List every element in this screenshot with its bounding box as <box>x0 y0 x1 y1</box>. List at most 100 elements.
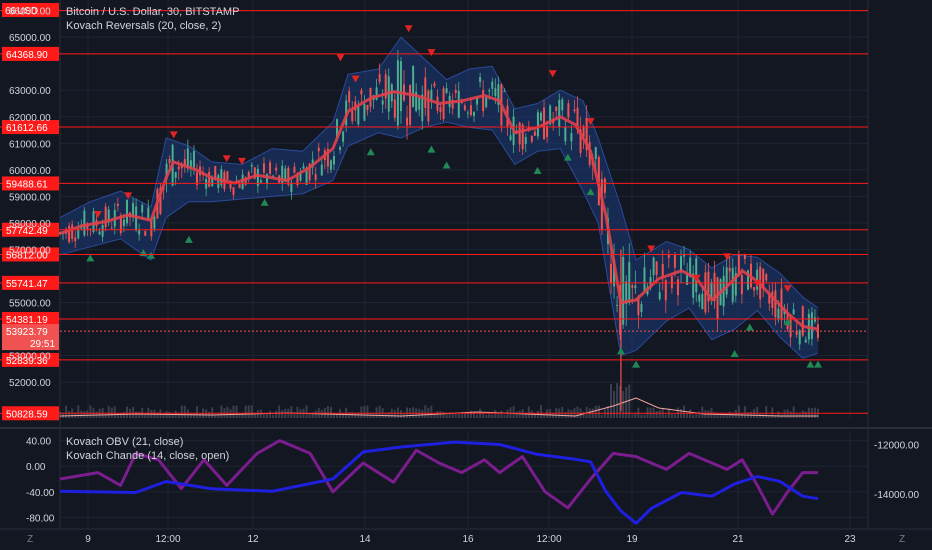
volume-bar <box>466 412 469 418</box>
time-tick: 14 <box>359 534 371 545</box>
level-label-bg <box>2 247 59 262</box>
reversal-signals <box>86 25 822 368</box>
candle-body <box>497 84 500 105</box>
level-label: 55741.47 <box>6 279 48 290</box>
level-label: 64368.90 <box>6 50 48 61</box>
volume-bar <box>631 414 634 418</box>
price-tick: 53000.00 <box>9 352 51 363</box>
candle-body <box>640 304 643 313</box>
candle-body <box>86 223 89 231</box>
candle-body <box>329 160 332 170</box>
candle-body <box>132 203 135 218</box>
volume-bar <box>616 383 619 418</box>
osc-right-tick: -12000.00 <box>874 441 919 452</box>
volume-bar <box>421 409 424 418</box>
volume-bar <box>676 407 679 418</box>
candle-body <box>421 94 424 122</box>
volume-bar <box>585 406 588 418</box>
candle-body <box>305 169 308 185</box>
candle-body <box>743 254 746 260</box>
candle-body <box>159 187 162 214</box>
candle-body <box>524 137 527 144</box>
candle-body <box>98 231 101 235</box>
candle-body <box>737 255 740 276</box>
sell-signal-icon <box>692 274 701 282</box>
candle-body <box>549 105 552 125</box>
volume-bar <box>366 405 369 418</box>
candle-body <box>378 74 381 82</box>
volume-bar <box>722 414 725 418</box>
price-tick: 52000.00 <box>9 378 51 389</box>
volume-bar <box>132 406 135 418</box>
volume-bar <box>241 412 244 418</box>
candle-body <box>655 261 658 275</box>
candle-body <box>570 133 573 142</box>
volume-bar <box>156 412 159 418</box>
level-lines: 64368.90 61612.66 59488.61 57742.49 56812.00… <box>0 3 868 421</box>
volume-bar <box>491 414 494 418</box>
volume-bar <box>488 414 491 418</box>
indicator-label: Kovach Reversals (20, close, 2) <box>66 20 221 32</box>
volume-bar <box>439 411 442 418</box>
candle-body <box>582 126 585 137</box>
volume-bar <box>701 406 704 418</box>
volume-bar <box>171 414 174 418</box>
volume-bar <box>740 413 743 418</box>
price-tick: 61000.00 <box>9 139 51 150</box>
volume-bar <box>86 410 89 418</box>
candle-body <box>521 124 524 150</box>
chande-legend: Kovach Chande (14, close, open) <box>66 450 229 462</box>
sell-signal-icon <box>647 245 656 253</box>
candle-body <box>244 178 247 185</box>
candle-body <box>536 112 539 137</box>
volume-bar <box>119 412 122 418</box>
candle-body <box>320 164 323 176</box>
current-price-bg <box>2 324 59 351</box>
volume-bar <box>737 405 740 418</box>
candle-body <box>813 317 816 322</box>
volume-bar <box>183 405 186 418</box>
chart-title: Bitcoin / U.S. Dollar, 30, BITSTAMP <box>66 6 239 18</box>
volume-bar <box>445 414 448 418</box>
volume-bar <box>527 406 530 418</box>
candle-body <box>463 105 466 110</box>
volume-bar <box>195 406 198 418</box>
buy-signal-icon <box>427 145 436 153</box>
obv-line <box>59 440 819 525</box>
sell-signal-icon <box>336 54 345 62</box>
volume-bar <box>399 410 402 418</box>
candle-body <box>746 270 749 290</box>
candle-body <box>777 308 780 320</box>
buy-signal-icon <box>184 235 193 243</box>
volume-bar <box>451 413 454 418</box>
volume-bar <box>220 405 223 418</box>
volume-bar <box>768 414 771 418</box>
price-tick: 55000.00 <box>9 299 51 310</box>
volume-bar <box>725 413 728 418</box>
time-tick: 21 <box>732 534 744 545</box>
volume-bar <box>266 413 269 418</box>
volume-bar <box>552 413 555 418</box>
band-upper-line <box>59 36 819 309</box>
candle-body <box>710 282 713 298</box>
candle-body <box>488 90 491 92</box>
volume-bar <box>308 414 311 418</box>
candle-body <box>622 257 625 325</box>
candle-body <box>546 125 549 138</box>
volume-bar <box>600 414 603 418</box>
candle-body <box>122 219 125 226</box>
volume-bar <box>670 414 673 418</box>
top-price-label: 66 <box>5 6 17 17</box>
candle-body <box>119 215 122 234</box>
volume-bar <box>774 414 777 418</box>
sell-signal-icon <box>404 25 413 33</box>
time-tick: 9 <box>85 534 91 545</box>
candle-body <box>424 77 427 108</box>
volume-bar <box>619 385 622 418</box>
candle-body <box>259 180 262 183</box>
candle-body <box>144 231 147 236</box>
volume-bar <box>135 411 138 418</box>
currency-label: USD <box>17 6 38 17</box>
